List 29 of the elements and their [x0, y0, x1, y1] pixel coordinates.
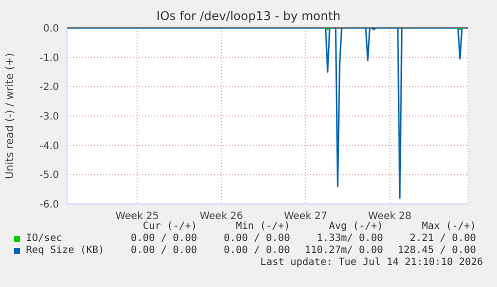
x-tick-label: Week 25	[116, 211, 159, 222]
text: 2.21 / 0.00	[410, 233, 476, 244]
y-tick-label: -6.0	[39, 200, 59, 211]
text: 0.00 / 0.00	[224, 233, 290, 244]
chart-title: IOs for /dev/loop13 - by month	[156, 9, 342, 23]
y-axis-title: Units read (-) / write (+)	[4, 52, 16, 180]
x-tick-label: Week 26	[200, 211, 244, 222]
y-tick-label: 0.0	[43, 24, 59, 35]
text: Cur (-/+)	[142, 221, 197, 232]
x-tick-label: Week 28	[368, 211, 412, 222]
text: Min (-/+)	[236, 221, 290, 232]
text: 0.00 / 0.00	[224, 245, 290, 256]
text: Avg (-/+)	[328, 221, 383, 232]
text: 128.45 / 0.00	[398, 245, 476, 256]
y-tick-label: -2.0	[39, 82, 59, 94]
x-tick-label: Week 27	[284, 211, 328, 222]
legend-label: IO/sec	[26, 233, 62, 244]
text: Last update: Tue Jul 14 21:10:10 2026	[260, 257, 483, 268]
line-series	[67, 28, 468, 199]
legend-label: Req Size (KB)	[26, 245, 104, 256]
text: 0.00 / 0.00	[130, 233, 197, 244]
text: 110.27m/ 0.00	[304, 245, 383, 256]
y-tick-label: -1.0	[39, 52, 59, 64]
y-tick-label: -5.0	[39, 170, 59, 182]
text: 0.00 / 0.00	[130, 245, 197, 256]
y-tick-label: -4.0	[39, 140, 59, 152]
text: Max (-/+)	[422, 221, 476, 232]
text: 1.33m/ 0.00	[316, 233, 383, 244]
y-tick-label: -3.0	[39, 112, 59, 123]
